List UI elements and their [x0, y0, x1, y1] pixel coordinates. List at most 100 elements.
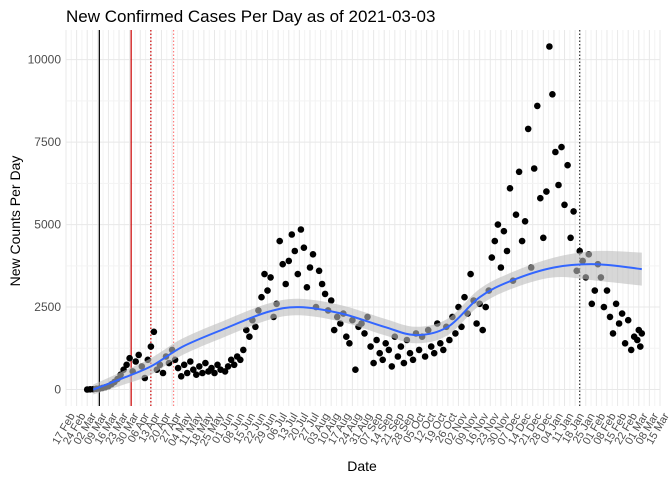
data-point [488, 254, 496, 261]
data-point [397, 343, 405, 350]
data-point [159, 369, 167, 377]
data-point [214, 361, 221, 369]
data-point [258, 293, 265, 301]
data-point [123, 361, 130, 369]
data-point [524, 125, 532, 133]
data-point [452, 330, 459, 337]
data-point [561, 201, 568, 209]
data-point [400, 359, 408, 367]
data-point [440, 346, 447, 354]
data-point [373, 336, 380, 344]
data-point [624, 316, 632, 324]
data-point [343, 333, 350, 341]
data-point [306, 264, 314, 271]
data-point [606, 313, 614, 321]
data-point [276, 237, 284, 245]
data-point [615, 320, 623, 327]
data-point [482, 303, 490, 311]
data-point [638, 330, 646, 337]
data-point [473, 320, 480, 327]
data-point [491, 237, 499, 245]
data-point [621, 340, 629, 347]
y-tick-label: 10000 [28, 53, 62, 67]
y-tick-label: 5000 [34, 218, 61, 232]
data-point [446, 336, 453, 344]
data-point [534, 102, 541, 110]
data-point [591, 287, 599, 294]
data-point [506, 185, 514, 192]
data-point [291, 247, 299, 255]
data-point [567, 234, 574, 242]
data-point [564, 161, 571, 169]
data-point [552, 148, 559, 156]
data-point [421, 353, 429, 360]
data-point [627, 346, 635, 354]
data-point [612, 300, 620, 308]
data-point [385, 346, 393, 354]
data-point [394, 353, 402, 360]
data-point [437, 340, 444, 347]
data-point [512, 211, 520, 218]
data-point [147, 343, 155, 350]
data-point [367, 343, 374, 350]
data-point [300, 244, 308, 251]
data-point [303, 284, 311, 291]
data-point [174, 364, 182, 372]
data-point [346, 340, 353, 347]
data-point [388, 363, 396, 370]
data-point [361, 330, 368, 337]
data-point [237, 356, 244, 364]
data-point [285, 257, 293, 265]
data-point [540, 234, 547, 242]
data-point [409, 356, 417, 364]
data-point [530, 165, 538, 172]
data-point [297, 226, 305, 233]
chart-title: New Confirmed Cases Per Day as of 2021-0… [66, 7, 435, 26]
data-point [196, 363, 203, 370]
data-point [518, 237, 526, 245]
data-point [515, 168, 523, 176]
grid [65, 30, 661, 432]
data-point [637, 343, 644, 350]
data-point [600, 303, 608, 311]
data-point [500, 227, 508, 235]
data-point [427, 343, 435, 350]
data-point [261, 270, 268, 278]
data-point [537, 194, 544, 202]
smooth-trend [92, 250, 642, 395]
data-point [497, 264, 505, 271]
data-point [494, 221, 502, 228]
y-tick-label: 7500 [34, 135, 61, 149]
data-point [415, 346, 423, 354]
data-point [246, 333, 253, 341]
data-point [406, 349, 414, 357]
data-point [370, 359, 377, 367]
data-point [327, 297, 335, 304]
data-point [264, 287, 271, 294]
data-point [521, 218, 529, 225]
data-point [558, 143, 565, 151]
data-point [309, 251, 317, 258]
data-point [634, 336, 641, 344]
data-point [321, 290, 329, 298]
data-point [555, 181, 562, 189]
data-point [183, 369, 191, 377]
data-point [252, 323, 259, 331]
data-point [135, 351, 142, 359]
data-point [609, 330, 617, 337]
data-point [588, 300, 596, 308]
data-point [240, 346, 247, 354]
data-point [267, 274, 274, 281]
data-point [177, 373, 185, 380]
x-axis-title: Date [347, 458, 377, 474]
data-point [603, 287, 611, 294]
y-axis-title: New Counts Per Day [7, 156, 23, 287]
data-point [503, 247, 511, 255]
data-point [376, 349, 384, 357]
data-point [208, 364, 215, 372]
data-point [430, 349, 438, 357]
data-point [467, 270, 474, 278]
data-point [458, 323, 465, 331]
data-point [227, 356, 235, 364]
